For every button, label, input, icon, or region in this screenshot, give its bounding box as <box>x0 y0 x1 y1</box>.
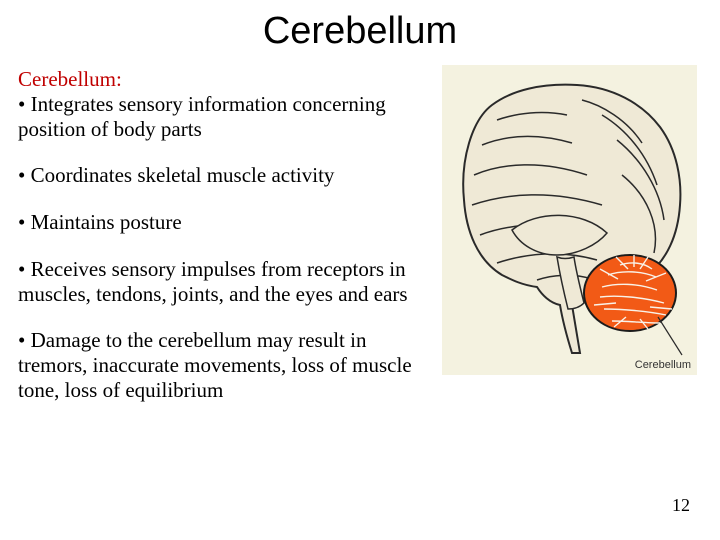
subheading: Cerebellum: <box>18 67 438 92</box>
bullet-item: • Receives sensory impulses from recepto… <box>18 257 438 307</box>
bullet-item: • Coordinates skeletal muscle activity <box>18 163 438 188</box>
cerebellum-region <box>584 255 676 331</box>
page-title: Cerebellum <box>0 0 720 67</box>
image-caption: Cerebellum <box>635 359 691 371</box>
text-column: Cerebellum: • Integrates sensory informa… <box>18 67 438 425</box>
bullet-item: • Integrates sensory information concern… <box>18 92 438 142</box>
content-row: Cerebellum: • Integrates sensory informa… <box>0 67 720 425</box>
page-number: 12 <box>672 495 690 516</box>
bullet-item: • Maintains posture <box>18 210 438 235</box>
bullet-item: • Damage to the cerebellum may result in… <box>18 328 438 402</box>
brain-illustration: Cerebellum <box>442 65 697 375</box>
image-column: Cerebellum <box>442 65 702 425</box>
